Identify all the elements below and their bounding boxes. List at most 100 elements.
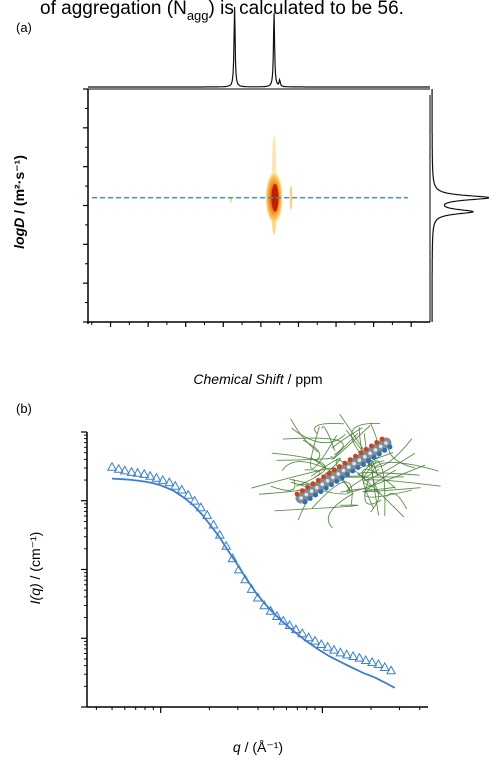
rod-atom [363, 446, 369, 452]
data-point [367, 656, 378, 666]
rod-atom [337, 464, 342, 469]
polymer-chain [327, 492, 354, 529]
polymer-chain [388, 439, 416, 469]
data-point [271, 610, 282, 620]
rod-atom [357, 458, 362, 463]
rod-atom [361, 461, 366, 467]
panel-a-x-ticks [91, 322, 412, 327]
panel-b-saxs: (b) q / (Å⁻¹) I(q) / (cm⁻¹) [16, 401, 441, 755]
data-point [233, 564, 244, 574]
micelle-illustration [251, 413, 441, 529]
rod-atom [350, 468, 356, 474]
data-point [284, 619, 295, 629]
panel-b-y-ticks [81, 431, 87, 708]
rod-atom [331, 467, 337, 473]
panel-a-dosy: (a) Chemical Shift / ppm logD / (m²·s⁻¹) [11, 6, 489, 387]
polymer-chain [291, 427, 346, 444]
data-point [322, 641, 333, 651]
polymer-chain [358, 426, 413, 468]
polymer-chain [361, 468, 397, 509]
data-point [176, 484, 187, 494]
polymer-chain [271, 452, 326, 478]
polymer-chain [282, 437, 344, 456]
fit-curve [111, 477, 396, 689]
signal-core [271, 183, 279, 212]
panel-b-y-axis-title: I(q) / (cm⁻¹) [27, 532, 43, 605]
rod-atom [304, 492, 309, 497]
data-point [106, 461, 118, 471]
rod-atom [345, 472, 350, 477]
polymer-chain [290, 418, 319, 453]
panel-b-x-axis-title: q / (Å⁻¹) [233, 739, 283, 755]
rod-atom [318, 489, 324, 495]
dosy-signal [229, 135, 293, 235]
polymer-chain [362, 479, 441, 488]
data-point [145, 470, 156, 480]
polymer-chain [314, 423, 344, 434]
polymer-chain [310, 426, 338, 470]
data-point [373, 658, 384, 668]
data-point [157, 474, 168, 484]
data-point [335, 647, 346, 657]
rod-atom [384, 441, 388, 445]
rod-atom [326, 471, 332, 476]
rod-atom [347, 465, 351, 469]
rod-atom [313, 492, 318, 498]
data-point [246, 583, 257, 593]
rod-atom [377, 451, 382, 457]
data-point [189, 495, 200, 505]
data-point [360, 654, 371, 664]
rod-atom [307, 496, 313, 501]
data-points [106, 461, 397, 675]
rod-atom [347, 457, 353, 462]
polymer-chain [270, 478, 296, 491]
rod-atom [309, 489, 314, 493]
rod-atom [373, 448, 378, 452]
rod-atom [382, 448, 388, 453]
panel-a-x-axis-title: Chemical Shift / ppm [193, 371, 322, 387]
data-point [202, 509, 213, 519]
rod-atom [366, 458, 372, 464]
data-point [290, 624, 301, 634]
data-point [208, 519, 219, 529]
polymer-chain [321, 426, 336, 452]
data-point [119, 465, 130, 475]
polymer-chain [281, 461, 326, 471]
panel-b-x-ticks [95, 707, 421, 713]
rod-atom [353, 453, 358, 459]
data-point [386, 665, 397, 675]
polymer-chain [372, 462, 439, 495]
rod-atom [371, 454, 377, 460]
data-point [303, 632, 314, 642]
rod-atom [378, 444, 383, 449]
panel-a-axes [87, 88, 431, 324]
panel-a-y-axis-title: logD / (m²·s⁻¹) [11, 155, 27, 249]
rod-atom [315, 485, 319, 490]
polymer-chain [296, 469, 321, 487]
rod-atom [368, 451, 372, 456]
polymer-chain [364, 469, 412, 498]
data-point [113, 463, 124, 473]
rod-atom [358, 450, 364, 456]
polymer-chain [357, 472, 420, 478]
data-point [164, 477, 175, 487]
rod-atom [305, 484, 310, 490]
rod-atom [355, 465, 361, 470]
rod-atom [369, 443, 374, 449]
polymer-chain [311, 481, 353, 509]
data-point [170, 480, 181, 490]
data-point [354, 652, 365, 662]
rod-atom [352, 461, 356, 466]
rod-atom [331, 475, 335, 480]
data-point [309, 635, 321, 645]
rod-atom [336, 472, 341, 476]
rod-atom [299, 488, 305, 493]
caption-fragment: of aggregation (Nagg) is calculated to b… [40, 0, 404, 23]
rod-atom [341, 468, 346, 473]
data-point [227, 553, 238, 563]
rod-atom [323, 485, 329, 491]
top-projection-spectrum [88, 6, 430, 88]
polymer-chain [362, 487, 421, 493]
data-point [379, 661, 390, 671]
